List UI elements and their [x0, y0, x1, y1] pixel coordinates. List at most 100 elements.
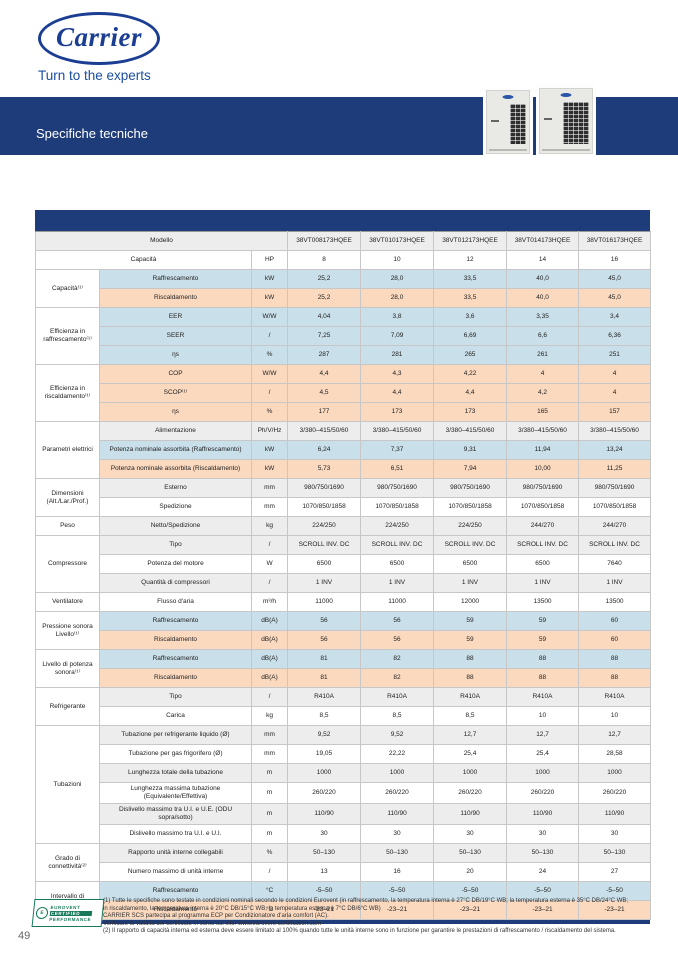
row-label: Netto/Spedizione: [99, 516, 252, 536]
row-group-label: Efficienza in raffrescamento⁽¹⁾: [35, 307, 100, 365]
spec-value: 88: [506, 668, 580, 688]
row-unit: mm: [250, 478, 289, 498]
row-unit: /: [250, 326, 289, 346]
spec-value: 1000: [433, 763, 508, 783]
spec-value: 7640: [578, 554, 652, 574]
spec-value: 4: [578, 364, 652, 384]
spec-value: 4,22: [433, 364, 508, 384]
row-label: Raffrescamento: [99, 611, 252, 631]
spec-value: 33,5: [433, 269, 508, 289]
spec-value: 28,58: [578, 744, 652, 764]
spec-value: 3/380–415/50/60: [578, 421, 652, 441]
row-label: SCOP⁽¹⁾: [99, 383, 252, 403]
unit-base: [542, 149, 590, 151]
spec-value: 38VT016173HQEE: [578, 231, 652, 251]
row-label: Riscaldamento: [99, 630, 252, 650]
spec-value: 3,4: [578, 307, 652, 327]
spec-value: 6500: [287, 554, 362, 574]
spec-value: 10,00: [506, 459, 580, 479]
table-row: Potenza del motore W 6500 6500 6500 6500 7640: [36, 554, 652, 574]
spec-value: 81: [287, 668, 362, 688]
spec-value: 7,09: [360, 326, 435, 346]
spec-value: 7,37: [360, 440, 435, 460]
table-row: Parametri elettrici Alimentazione Ph/V/Hz 3…: [35, 421, 652, 479]
spec-value: 33,5: [433, 288, 508, 308]
table-row: Grado di connettività⁽²⁾ Rapporto unità i…: [35, 843, 652, 882]
table-row: Tubazioni Tubazione per refrigerante liqu…: [35, 725, 652, 844]
footnote-line: CARRIER SCS partecipa al programma ECP p…: [103, 913, 329, 920]
row-label: Potenza nominale assorbita (Riscaldament…: [99, 459, 252, 479]
unit-grille: [563, 102, 589, 144]
outdoor-unit-image: [539, 88, 593, 154]
row-label: Rapporto unità interne collegabili: [99, 843, 252, 863]
spec-value: 50–130: [578, 843, 652, 863]
row-label: Modello: [34, 231, 289, 251]
unit-model-badge: [491, 119, 499, 122]
spec-value: 980/750/1690: [287, 478, 362, 498]
spec-value: 110/90: [360, 803, 435, 825]
row-unit: /: [250, 573, 289, 593]
row-label: Lunghezza totale della tubazione: [99, 763, 252, 783]
spec-value: 24: [506, 862, 580, 882]
row-unit: m: [250, 763, 289, 783]
spec-value: 110/90: [287, 803, 362, 825]
spec-value: 244/270: [506, 516, 580, 536]
spec-value: 110/90: [433, 803, 508, 825]
spec-table: Modello 38VT008173HQEE 38VT010173HQEE 38VT0…: [34, 231, 652, 920]
spec-value: 1070/850/1858: [360, 497, 435, 517]
table-row: Lunghezza totale della tubazione m 1000 100…: [36, 763, 652, 783]
spec-value: 40,0: [506, 269, 580, 289]
row-label: SEER: [99, 326, 252, 346]
table-row: Carica kg 8,5 8,5 8,5 10 10: [36, 706, 652, 726]
spec-value: 82: [360, 668, 435, 688]
row-label: ηs: [99, 345, 252, 365]
spec-value: 45,0: [578, 269, 652, 289]
eurovent-word-1: EUROVENT: [50, 904, 81, 910]
spec-value: 260/220: [433, 782, 508, 804]
table-row: Tubazione per gas frigorifero (Ø) mm 19,05…: [36, 744, 652, 764]
spec-value: 6,51: [360, 459, 435, 479]
spec-value: R410A: [360, 687, 435, 707]
spec-value: 5,73: [287, 459, 362, 479]
spec-value: R410A: [506, 687, 580, 707]
spec-value: 3/380–415/50/60: [506, 421, 580, 441]
spec-value: 11000: [287, 592, 362, 612]
spec-value: 6,69: [433, 326, 508, 346]
row-label: Raffrescamento: [99, 649, 252, 669]
row-group-label: Refrigerante: [35, 687, 100, 726]
row-unit: kg: [250, 516, 289, 536]
spec-value: -23–21: [578, 900, 652, 920]
spec-value: 177: [287, 402, 362, 422]
row-label: ηs: [99, 402, 252, 422]
spec-value: 16: [578, 250, 652, 270]
spec-value: 88: [433, 649, 508, 669]
spec-value: 4,04: [287, 307, 362, 327]
table-row: ηs% 177 173 173 165 157: [36, 402, 652, 422]
table-row: Capacità HP 8 10 12 14 16: [35, 250, 652, 270]
row-label: Esterno: [99, 478, 252, 498]
eurovent-certified-badge: E EUROVENT CERTIFIED PERFORMANCE: [31, 899, 105, 927]
spec-value: 261: [506, 345, 580, 365]
row-unit: kW: [250, 269, 289, 289]
spec-value: 1 INV: [360, 573, 435, 593]
spec-value: 3/380–415/50/60: [287, 421, 362, 441]
spec-value: 13: [287, 862, 362, 882]
spec-value: 14: [506, 250, 580, 270]
spec-value: 260/220: [506, 782, 580, 804]
spec-value: 25,4: [433, 744, 508, 764]
spec-value: 110/90: [578, 803, 652, 825]
table-row: Modello 38VT008173HQEE 38VT010173HQEE 38VT0…: [34, 231, 652, 251]
spec-value: 38VT012173HQEE: [433, 231, 508, 251]
row-group-label: Tubazioni: [35, 725, 100, 844]
spec-value: 11000: [360, 592, 435, 612]
spec-value: SCROLL INV. DC: [287, 535, 362, 555]
spec-value: 6500: [433, 554, 508, 574]
spec-value: 30: [578, 824, 652, 844]
table-row: Pressione sonora Livello⁽¹⁾ Raffrescament…: [35, 611, 652, 650]
spec-value: 38VT014173HQEE: [506, 231, 580, 251]
table-row: Potenza nominale assorbita (Raffrescamen…: [36, 440, 652, 460]
spec-value: 28,0: [360, 269, 435, 289]
spec-value: 1 INV: [578, 573, 652, 593]
spec-value: -5–50: [360, 881, 435, 901]
